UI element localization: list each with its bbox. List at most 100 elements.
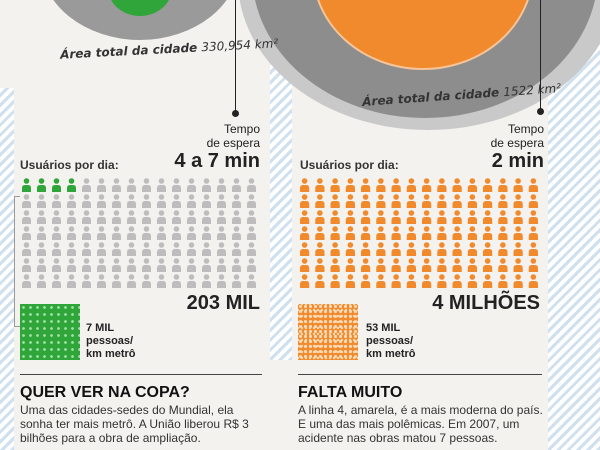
right-person-icon (437, 226, 447, 240)
left-person-icon (112, 194, 121, 208)
left-person-icon (142, 242, 151, 256)
left-person-icon (37, 178, 46, 192)
left-person-icon (232, 226, 241, 240)
left-person-icon (67, 274, 76, 288)
right-person-icon (452, 242, 462, 256)
left-area-label: Área total da cidade 330,954 km² (60, 36, 279, 61)
left-person-icon (22, 194, 31, 208)
left-person-icon (232, 210, 241, 224)
left-person-icon (172, 274, 181, 288)
left-person-icon (127, 242, 136, 256)
right-leader-line (540, 0, 541, 110)
right-person-icon (467, 194, 477, 208)
left-person-icon (112, 178, 121, 192)
left-person-icon (187, 274, 196, 288)
left-person-icon (22, 210, 31, 224)
right-person-icon (345, 210, 355, 224)
right-person-icon (452, 274, 462, 288)
right-person-icon (361, 226, 371, 240)
left-person-icon (112, 242, 121, 256)
left-person-icon (127, 210, 136, 224)
right-person-icon (513, 258, 523, 272)
right-person-icon (391, 274, 401, 288)
left-person-icon (157, 178, 166, 192)
left-person-icon (247, 194, 256, 208)
right-person-icon (483, 210, 493, 224)
left-person-icon (157, 194, 166, 208)
right-person-icon (361, 178, 371, 192)
right-person-icon (483, 194, 493, 208)
left-person-icon (67, 258, 76, 272)
right-person-icon (300, 226, 310, 240)
left-person-icon (22, 226, 31, 240)
right-person-icon (361, 194, 371, 208)
left-person-icon (82, 194, 91, 208)
left-person-icon (172, 194, 181, 208)
left-person-icon (82, 258, 91, 272)
left-person-icon (172, 226, 181, 240)
right-person-icon (406, 258, 416, 272)
left-person-icon (22, 274, 31, 288)
right-person-icon (528, 194, 538, 208)
left-person-icon (172, 210, 181, 224)
left-wait-label-line1: Tempo (223, 122, 260, 136)
left-person-icon (187, 194, 196, 208)
left-person-icon (52, 178, 61, 192)
left-person-icon (202, 210, 211, 224)
left-person-icon (142, 274, 151, 288)
left-person-icon (217, 242, 226, 256)
right-person-icon (391, 210, 401, 224)
right-person-icon (406, 274, 416, 288)
right-person-icon (528, 226, 538, 240)
left-person-icon (97, 210, 106, 224)
right-wait-label: Tempo de espera (454, 122, 544, 150)
left-person-icon (22, 178, 31, 192)
right-person-icon (467, 226, 477, 240)
left-person-icon (142, 194, 151, 208)
left-person-icon (112, 258, 121, 272)
left-person-icon (127, 178, 136, 192)
left-person-icon (52, 194, 61, 208)
left-person-icon (232, 258, 241, 272)
right-person-icon (361, 242, 371, 256)
right-person-icon (330, 274, 340, 288)
right-person-icon (467, 210, 477, 224)
left-leader-dot (232, 110, 239, 117)
right-wait-value: 2 min (491, 150, 544, 172)
right-person-icon (345, 226, 355, 240)
right-person-icon (467, 274, 477, 288)
right-person-icon (483, 178, 493, 192)
left-person-icon (67, 178, 76, 192)
left-person-icon (172, 178, 181, 192)
left-person-icon (247, 178, 256, 192)
right-person-icon (376, 242, 386, 256)
left-person-icon (82, 178, 91, 192)
left-person-icon (82, 242, 91, 256)
right-person-icon (330, 258, 340, 272)
left-person-icon (97, 274, 106, 288)
left-leader-line (235, 0, 236, 112)
left-section-title: QUER VER NA COPA? (20, 384, 190, 401)
left-section-divider (20, 374, 262, 375)
right-person-icon (437, 242, 447, 256)
right-person-icon (330, 226, 340, 240)
left-person-icon (157, 226, 166, 240)
left-person-icon (97, 258, 106, 272)
left-users-label: Usuários por dia: (20, 158, 119, 172)
right-section-title: FALTA MUITO (298, 384, 403, 401)
right-section-body: A linha 4, amarela, é a mais moderna do … (298, 403, 543, 445)
right-person-icon (528, 274, 538, 288)
left-person-icon (247, 226, 256, 240)
right-person-icon (437, 258, 447, 272)
right-leader-dot (537, 108, 544, 115)
left-person-icon (217, 178, 226, 192)
right-person-icon (422, 194, 432, 208)
right-person-icon (406, 178, 416, 192)
right-person-icon (300, 178, 310, 192)
right-person-icon (345, 274, 355, 288)
left-person-icon (37, 226, 46, 240)
right-person-icon (361, 258, 371, 272)
right-person-icon (452, 226, 462, 240)
left-person-icon (247, 274, 256, 288)
left-person-icon (232, 178, 241, 192)
